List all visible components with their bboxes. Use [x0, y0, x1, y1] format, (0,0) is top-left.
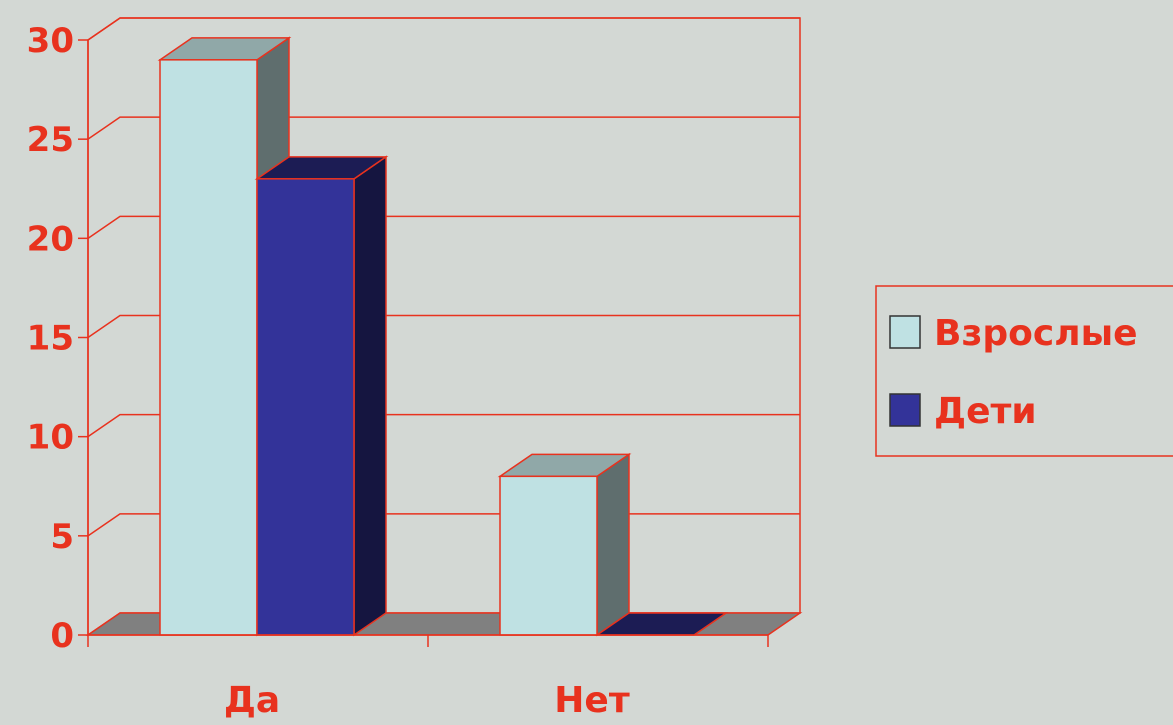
y-tick-label: 15 [27, 319, 74, 359]
x-axis-categories: Да Нет [224, 680, 630, 721]
legend-swatch [889, 315, 921, 349]
x-category-label: Да [224, 680, 280, 721]
y-tick-label: 0 [50, 616, 74, 656]
gridline [87, 215, 800, 239]
legend-swatch [889, 393, 921, 427]
bar-front [159, 59, 258, 636]
bar-1-0 [497, 452, 632, 637]
y-tick-label: 5 [50, 517, 74, 557]
gridlines [87, 17, 800, 537]
bar-front [499, 475, 598, 636]
gridline [87, 314, 800, 339]
bars [157, 36, 729, 637]
gridline [87, 17, 800, 41]
y-tick-label: 20 [27, 219, 74, 259]
bar-0-1 [254, 155, 389, 637]
legend-label: Дети [934, 391, 1037, 432]
y-tick-label: 30 [27, 21, 74, 61]
bar-front [256, 178, 355, 636]
y-axis-ticks: 0 5 10 15 20 25 30 [27, 21, 88, 656]
bar-side [353, 155, 387, 637]
bar-side [596, 452, 630, 637]
legend-label: Взрослые [934, 313, 1138, 354]
y-tick-label: 25 [27, 120, 74, 160]
y-tick-label: 10 [27, 418, 74, 458]
x-category-label: Нет [554, 680, 630, 721]
gridline [87, 413, 800, 438]
legend: Взрослые Дети [875, 285, 1173, 457]
legend-box [875, 285, 1173, 457]
gridline [87, 116, 800, 140]
